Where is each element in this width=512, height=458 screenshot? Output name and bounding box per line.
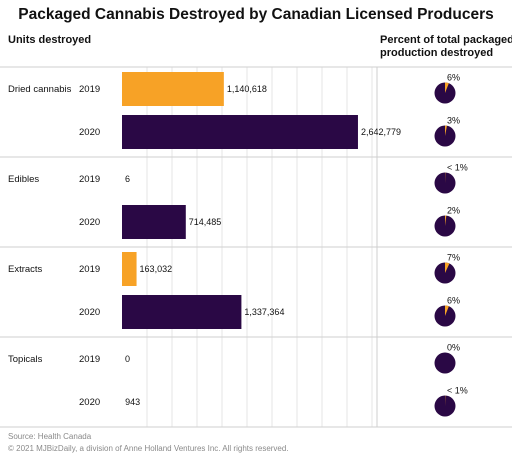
value-label: 2,642,779 [361, 127, 401, 137]
year-label: 2019 [79, 84, 100, 95]
pie-slice [445, 82, 449, 93]
year-label: 2019 [79, 354, 100, 365]
bar-2020 [122, 295, 242, 329]
percent-label: 2% [447, 206, 460, 216]
bar-2020 [122, 205, 186, 239]
pie-slice [445, 262, 450, 273]
percent-label: 0% [447, 343, 460, 353]
percent-label: < 1% [447, 386, 468, 396]
percent-label: 6% [447, 73, 460, 83]
category-label: Edibles [8, 174, 39, 185]
bar-2019 [122, 252, 137, 286]
bar-2020 [122, 115, 358, 149]
pie-slice [445, 305, 449, 316]
source-note: Source: Health Canada [8, 432, 92, 441]
category-label: Topicals [8, 354, 43, 365]
pies [434, 82, 456, 417]
year-label: 2020 [79, 217, 100, 228]
pie-base [434, 352, 456, 374]
year-label: 2020 [79, 127, 100, 138]
value-label: 714,485 [189, 217, 222, 227]
right-header-line1: Percent of total packaged [380, 34, 512, 46]
pie-slice [445, 215, 447, 226]
category-label: Dried cannabis [8, 84, 72, 95]
category-label: Extracts [8, 264, 43, 275]
labels: Dried cannabis 2019 1,140,618 6% 2020 2,642,7… [8, 73, 468, 409]
percent-label: 6% [447, 296, 460, 306]
value-label: 943 [125, 397, 140, 407]
value-label: 163,032 [140, 264, 173, 274]
bars [122, 72, 358, 329]
percent-label: 3% [447, 116, 460, 126]
bar-2019 [122, 72, 224, 106]
value-label: 1,140,618 [227, 84, 267, 94]
right-header-line2: production destroyed [380, 47, 493, 59]
left-header: Units destroyed [8, 34, 91, 46]
value-label: 1,337,364 [244, 307, 284, 317]
chart-title: Packaged Cannabis Destroyed by Canadian … [18, 6, 494, 23]
year-label: 2019 [79, 264, 100, 275]
copyright-note: © 2021 MJBizDaily, a division of Anne Ho… [8, 444, 289, 453]
pie-slice [445, 125, 447, 136]
year-label: 2020 [79, 397, 100, 408]
year-label: 2020 [79, 307, 100, 318]
value-label: 6 [125, 174, 130, 184]
year-label: 2019 [79, 174, 100, 185]
percent-label: < 1% [447, 163, 468, 173]
row-separators [0, 66, 512, 428]
percent-label: 7% [447, 253, 460, 263]
value-label: 0 [125, 354, 130, 364]
